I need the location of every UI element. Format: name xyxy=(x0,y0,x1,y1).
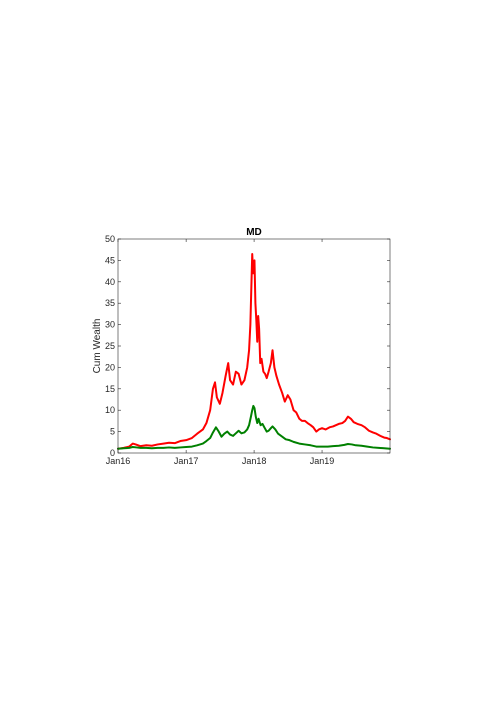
series-line-1 xyxy=(117,252,391,450)
y-tick-label: 50 xyxy=(105,234,115,244)
x-tick-label: Jan19 xyxy=(310,456,335,466)
y-tick-label: 10 xyxy=(105,405,115,415)
x-tick-label: Jan18 xyxy=(242,456,267,466)
x-tick-label: Jan17 xyxy=(174,456,199,466)
series-layer xyxy=(117,252,391,450)
series-line-2 xyxy=(117,404,391,450)
y-tick-label: 15 xyxy=(105,384,115,394)
y-tick-label: 45 xyxy=(105,255,115,265)
y-tick-label: 30 xyxy=(105,320,115,330)
chart-title: MD xyxy=(246,227,262,238)
y-tick-label: 5 xyxy=(110,427,115,437)
y-tick-label: 35 xyxy=(105,298,115,308)
y-tick-label: 20 xyxy=(105,362,115,372)
y-tick-label: 0 xyxy=(110,448,115,458)
y-axis-title: Cum Wealth xyxy=(92,319,103,374)
axes-layer: 0 5 10 15 20 25 30 35 40 45 50 Jan16 Jan17 Jan18 Jan19 xyxy=(105,234,391,466)
y-tick-label: 40 xyxy=(105,277,115,287)
x-tick-label: Jan16 xyxy=(106,456,131,466)
y-tick-label: 25 xyxy=(105,341,115,351)
